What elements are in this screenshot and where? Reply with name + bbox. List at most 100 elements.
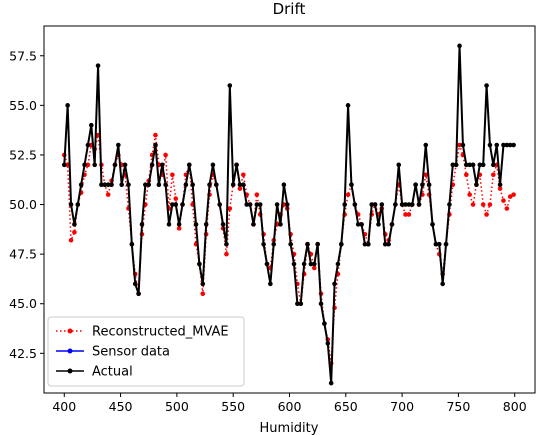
data-point [261,241,266,247]
data-point [210,162,216,168]
data-point [268,281,273,287]
data-point [301,261,307,267]
data-point [453,162,459,168]
x-tick-label: 750 [446,399,470,414]
data-point [457,43,462,49]
data-point [420,182,425,187]
data-point [186,162,192,168]
data-point [467,192,472,197]
data-point [156,182,162,187]
y-tick-label: 55.0 [9,98,37,113]
data-point [460,142,466,148]
data-point [480,202,486,207]
data-point [487,202,493,207]
legend-label-actual: Actual [92,365,133,380]
data-point [163,152,168,158]
data-point [281,182,287,187]
data-point [288,241,293,247]
legend-box [47,316,245,387]
data-point [406,212,412,217]
data-point [105,192,111,197]
data-point [480,162,486,168]
data-point [176,226,182,231]
data-point [504,142,510,148]
data-point [430,222,435,227]
data-point [68,237,74,243]
data-point [119,182,124,187]
legend-item-reconstructed: Reconstructed_MVAE [56,325,229,340]
data-point [362,241,368,247]
y-tick-label: 52.5 [9,147,37,162]
data-point [494,142,500,148]
x-tick-label: 700 [390,399,414,414]
y-tick-label: 57.5 [9,48,37,63]
data-point [132,281,138,287]
data-point [136,291,141,297]
data-point [322,321,327,326]
data-point [224,251,229,257]
data-point [102,182,108,187]
data-point [464,172,469,178]
chart-title: Drift [273,0,306,18]
data-point [99,182,104,187]
data-point [291,261,297,267]
data-point [457,142,462,148]
data-point [423,172,429,178]
data-point [497,186,503,191]
data-point [237,182,243,187]
data-point [406,202,412,207]
data-point [413,182,418,187]
data-point [237,186,243,191]
data-point [470,202,476,207]
data-point [386,241,391,247]
data-point [183,182,189,187]
data-point [501,198,506,203]
data-point [497,182,503,187]
y-axis: 42.5 45.0 47.5 50.0 52.5 55.0 57.5 [9,48,44,361]
data-point [393,202,398,207]
data-point [436,241,442,247]
data-point [487,142,493,148]
data-point [450,162,456,168]
legend-marker-sensor [67,348,73,354]
data-point [491,172,496,178]
data-point [61,162,67,168]
x-tick-label: 650 [334,399,358,414]
data-point [82,162,87,168]
data-point [227,206,233,211]
data-point [507,194,513,199]
data-point [504,206,510,211]
data-point [78,182,84,187]
data-point [214,182,219,187]
data-point [298,301,304,307]
data-point [332,281,337,287]
data-point [203,222,209,227]
data-point [433,241,439,247]
y-tick-label: 42.5 [9,346,37,361]
data-point [305,241,310,247]
x-axis-label: Humidity [260,421,319,435]
data-point [241,182,246,187]
legend-marker-actual [67,368,73,374]
data-point [244,202,250,207]
data-point [251,222,256,227]
data-point [200,291,206,297]
data-point [366,241,371,247]
data-point [207,182,212,187]
data-point [295,301,300,307]
data-point [170,172,175,178]
x-tick-label: 600 [278,399,302,414]
data-point [311,265,317,271]
data-point [426,182,432,187]
x-tick-label: 400 [52,399,76,414]
data-point [149,162,155,168]
data-point [75,202,81,207]
data-point [197,261,202,267]
data-point [68,202,74,207]
data-point [311,261,317,267]
data-point [274,202,280,207]
data-point [342,202,347,207]
data-point [352,202,358,207]
series-2 [61,43,516,386]
data-point [403,202,408,207]
